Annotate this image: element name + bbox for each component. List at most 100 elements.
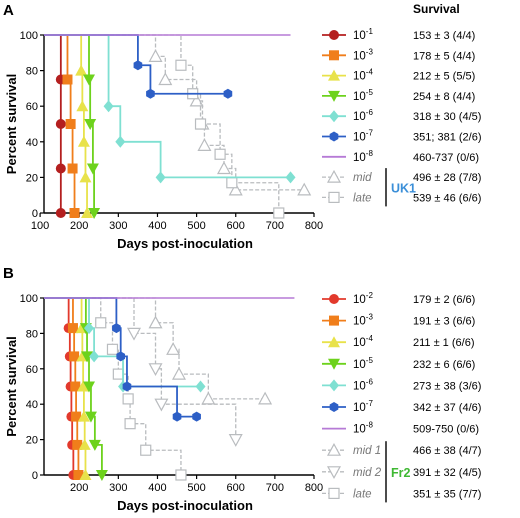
data-point <box>55 163 66 174</box>
legend-entry: 10-8 <box>322 149 373 164</box>
legend-entry: mid 1 <box>322 442 381 457</box>
data-point <box>70 381 81 392</box>
data-point <box>84 411 97 423</box>
legend-label: 10-5 <box>353 356 373 371</box>
survival-value: 179 ± 2 (6/6) <box>413 294 475 306</box>
legend-marker <box>328 69 340 81</box>
legend-exponent: -8 <box>366 421 374 430</box>
x-tick-label: 200 <box>70 482 88 494</box>
legend-marker <box>329 110 339 123</box>
data-point <box>194 118 207 130</box>
survival-value: 466 ± 38 (4/7) <box>413 445 481 457</box>
data-point <box>175 59 187 71</box>
x-tick-label: 300 <box>109 220 127 232</box>
legend-exponent: -7 <box>366 129 374 138</box>
legend-marker <box>329 30 339 40</box>
data-point <box>116 351 126 362</box>
survival-value: 391 ± 32 (4/5) <box>413 467 481 479</box>
survival-value: 539 ± 46 (6/6) <box>413 192 481 204</box>
data-point <box>103 100 114 113</box>
legend-marker <box>326 466 342 480</box>
data-point <box>195 380 206 393</box>
series-line <box>44 34 305 191</box>
legend-entry: mid <box>322 169 372 184</box>
legend-marker <box>329 131 339 142</box>
legend-marker <box>328 358 340 370</box>
x-tick-label: 500 <box>187 482 205 494</box>
data-point <box>148 49 163 62</box>
survival-value: 191 ± 3 (6/6) <box>413 316 475 328</box>
series-5 <box>44 34 233 99</box>
data-point <box>112 368 124 380</box>
y-tick-label: 0 <box>32 208 38 220</box>
survival-value: 342 ± 37 (4/6) <box>413 402 481 414</box>
legend-entry: 10-6 <box>322 108 373 123</box>
data-point <box>75 64 88 76</box>
strain-label: Fr2 <box>391 466 411 480</box>
legend-marker <box>329 315 339 326</box>
legend-label: mid 2 <box>353 467 382 479</box>
data-point <box>124 418 136 430</box>
legend-exponent: -3 <box>366 313 374 322</box>
series-1 <box>44 297 84 480</box>
data-point <box>297 182 312 196</box>
strain-label: UK1 <box>391 181 416 195</box>
data-point <box>72 439 83 450</box>
survival-value: 153 ± 3 (4/4) <box>413 30 475 42</box>
data-point <box>84 322 94 335</box>
legend-exponent: -3 <box>366 47 374 56</box>
survival-value: 318 ± 30 (4/5) <box>413 111 481 123</box>
legend-label: mid 1 <box>353 445 381 457</box>
data-point <box>148 363 163 377</box>
x-tick-label: 100 <box>31 220 49 232</box>
legend-marker <box>329 50 339 61</box>
data-point <box>77 135 90 147</box>
legend-entry: 10-4 <box>322 334 373 349</box>
survival-value: 254 ± 8 (4/4) <box>413 91 475 103</box>
data-point <box>223 88 233 99</box>
y-tick-label: 100 <box>20 293 38 305</box>
survival-value: 351 ± 35 (7/7) <box>413 488 481 500</box>
data-point <box>88 439 101 451</box>
x-axis-title: Days post-inoculation <box>117 498 253 513</box>
data-point <box>89 350 100 363</box>
panel-a: 0 20 40 60 80 100 100 200 300 400 500 600 700 800 Days… <box>4 27 482 251</box>
data-point <box>69 208 80 218</box>
data-point <box>172 411 182 422</box>
survival-value: 273 ± 38 (3/6) <box>413 380 481 392</box>
data-point <box>192 411 201 422</box>
y-tick-label: 80 <box>26 328 38 340</box>
data-point <box>171 366 187 380</box>
series-2 <box>44 34 94 218</box>
legend-entry: 10-4 <box>322 68 373 83</box>
legend-exponent: -7 <box>366 399 374 408</box>
x-tick-label: 600 <box>227 220 245 232</box>
legend-marker <box>328 191 340 203</box>
data-point <box>154 398 169 412</box>
legend-label: mid <box>353 172 372 184</box>
data-point <box>175 469 187 481</box>
data-point <box>146 88 155 99</box>
survival-value: 211 ± 1 (6/6) <box>413 337 474 349</box>
data-point <box>88 208 101 219</box>
legend-label: 10-2 <box>353 291 373 306</box>
data-point <box>228 182 243 196</box>
series-3 <box>44 34 101 219</box>
data-point <box>197 138 212 151</box>
data-point <box>228 434 243 447</box>
legend-label: 10-6 <box>353 377 373 392</box>
legend-entry: 10-6 <box>322 377 373 392</box>
legend-entry: 10-7 <box>322 129 373 144</box>
data-point <box>166 342 181 355</box>
legend-marker <box>326 442 342 456</box>
y-axis-title: Percent survival <box>4 74 19 174</box>
data-point <box>258 391 273 405</box>
legend-marker <box>329 379 339 392</box>
legend-marker <box>328 487 340 499</box>
legend-exponent: -2 <box>366 291 374 300</box>
y-tick-label: 20 <box>26 172 38 184</box>
legend-entry: mid 2 <box>322 466 382 480</box>
legend-entry: late <box>322 487 372 500</box>
legend-label: 10-8 <box>353 149 373 164</box>
legend-marker <box>326 169 342 183</box>
